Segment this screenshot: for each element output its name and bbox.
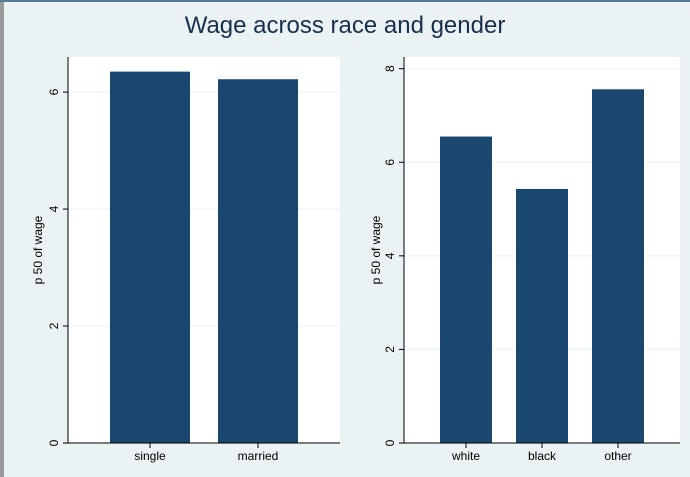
- bar-married: [218, 79, 298, 443]
- y-tick-label: 6: [383, 159, 397, 166]
- bar-black: [516, 188, 568, 443]
- x-tick-label-white: white: [451, 449, 480, 463]
- x-tick-label-other: other: [604, 449, 631, 463]
- y-tick-label: 2: [47, 322, 61, 329]
- y-tick-label: 6: [47, 88, 61, 95]
- y-axis-title: p 50 of wage: [369, 215, 383, 284]
- y-tick-label: 2: [383, 346, 397, 353]
- window-left-border: [0, 0, 4, 477]
- y-tick-label: 4: [383, 252, 397, 259]
- bar-single: [110, 71, 190, 443]
- y-tick-label: 0: [47, 439, 61, 446]
- window-top-border: [0, 0, 690, 2]
- y-tick-label: 8: [383, 65, 397, 72]
- x-tick-label-married: married: [238, 449, 279, 463]
- y-tick-label: 0: [383, 439, 397, 446]
- y-axis-title: p 50 of wage: [31, 215, 45, 284]
- x-tick-label-single: single: [134, 449, 166, 463]
- chart-title: Wage across race and gender: [184, 12, 506, 39]
- bar-white: [440, 136, 492, 443]
- y-tick-label: 4: [47, 205, 61, 212]
- x-tick-label-black: black: [528, 449, 557, 463]
- plot-area-1: [68, 57, 340, 443]
- bar-other: [592, 89, 644, 444]
